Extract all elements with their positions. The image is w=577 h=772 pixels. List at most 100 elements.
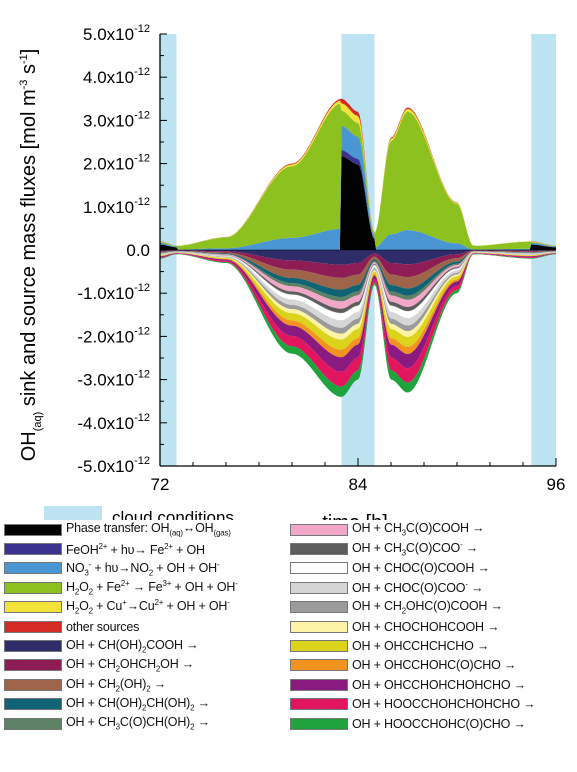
legend-swatch [290, 698, 348, 711]
axes: 5.0x10-12 4.0x10-12 3.0x10-12 2.0x10-12 1.0x… [77, 23, 565, 494]
area-sink-15 [160, 253, 556, 387]
legend-swatch [290, 562, 348, 575]
area-sink-14 [160, 253, 556, 372]
legend-item: OH + OHCCHOHC(O)CHO → [290, 656, 535, 675]
area-sink-1 [160, 250, 556, 265]
species-legend: Phase transfer: OH(aq)↔OH(gas) FeOH2+ + h… [0, 520, 577, 772]
legend-label: OH + CH3C(O)COOH → [352, 521, 485, 538]
stacked-areas [160, 98, 556, 397]
legend-item: OH + CHOC(O)COO- → [290, 578, 535, 597]
legend-swatch [4, 640, 62, 653]
legend-label: OH + CHOC(O)COOH → [352, 561, 490, 576]
legend-column-sources: Phase transfer: OH(aq)↔OH(gas) FeOH2+ + h… [4, 520, 238, 733]
y-tick-label: -5.0x10-12 [77, 455, 150, 476]
y-tick-label: 0.0 [126, 241, 150, 260]
legend-item: OH + CH(OH)2CH(OH)2 → [4, 695, 238, 714]
cloud-legend: cloud conditions [44, 506, 234, 520]
legend-swatch [4, 581, 62, 594]
legend-swatch [290, 601, 348, 614]
legend-swatch [290, 659, 348, 672]
legend-item: OH + CH3C(O)COOH → [290, 520, 535, 539]
legend-item: OH + CHOC(O)COOH → [290, 559, 535, 578]
legend-label: OH + HOOCCHOHC(O)CHO → [352, 716, 526, 731]
area-sink-2 [160, 250, 556, 278]
y-tick-label: 4.0x10-12 [83, 66, 150, 87]
area-source-1 [160, 156, 556, 250]
legend-item: OH + CH2(OH)2 → [4, 675, 238, 694]
y-tick-label: 5.0x10-12 [83, 23, 150, 44]
legend-swatch [290, 581, 348, 594]
legend-label: OH + CH3C(O)CH(OH)2 → [66, 715, 210, 732]
legend-label: OH + OHCCHOHC(O)CHO → [352, 658, 517, 673]
legend-item: OH + OHCCHCHCHO → [290, 636, 535, 655]
legend-item: OH + OHCCHOHCHOHCHO → [290, 675, 535, 694]
legend-swatch [4, 678, 62, 691]
legend-label: H2O2 + Fe2+ → Fe3+ + OH + OH- [66, 579, 238, 597]
legend-item: OH + HOOCCHOHCHOHCHO → [290, 695, 536, 714]
legend-label: OH + CHOCHOHCOOH → [352, 619, 500, 634]
legend-label: OH + HOOCCHOHCHOHCHO → [352, 697, 536, 712]
legend-item: other sources [4, 617, 238, 636]
area-source-4 [160, 103, 556, 250]
y-tick-label: -2.0x10-12 [77, 325, 150, 346]
legend-swatch [290, 717, 348, 730]
legend-swatch [4, 659, 62, 672]
area-sink-4 [160, 251, 556, 297]
y-tick-label: 1.0x10-12 [83, 196, 150, 217]
legend-item: H2O2 + Fe2+ → Fe3+ + OH + OH- [4, 578, 238, 597]
legend-label: Phase transfer: OH(aq)↔OH(gas) [66, 521, 231, 538]
legend-label: OH + OHCCHCHCHO → [352, 639, 490, 654]
legend-swatch [4, 620, 62, 633]
legend-swatch [4, 698, 62, 711]
y-tick-label: -3.0x10-12 [77, 369, 150, 390]
area-sink-5 [160, 251, 556, 302]
legend-item: NO3- + hυ→NO2 + OH + OH- [4, 559, 238, 578]
area-sink-6 [160, 251, 556, 309]
area-sink-3 [160, 250, 556, 290]
legend-label: OH + CH2OHC(O)COOH → [352, 599, 503, 616]
legend-label: OH + CH2OHCH2OH → [66, 657, 195, 674]
legend-swatch [4, 523, 62, 536]
legend-item: OH + CH2OHCH2OH → [4, 656, 238, 675]
legend-swatch [290, 523, 348, 536]
legend-item: OH + HOOCCHOHC(O)CHO → [290, 714, 535, 733]
legend-item: OH + CH3C(O)COO- → [290, 539, 535, 558]
y-axis-title: OH(aq) sink and source mass fluxes [mol … [18, 49, 44, 462]
legend-label: OH + CHOC(O)COO- → [352, 580, 484, 596]
x-axis-title: time [h] [322, 512, 388, 520]
legend-item: OH + CH3C(O)CH(OH)2 → [4, 714, 238, 733]
legend-label: OH + OHCCHOHCHOHCHO → [352, 677, 526, 692]
legend-item: Phase transfer: OH(aq)↔OH(gas) [4, 520, 238, 539]
legend-swatch [4, 717, 62, 730]
legend-label: FeOH2+ + hυ→ Fe2+ + OH [66, 541, 205, 557]
legend-label: H2O2 + Cu+→Cu2+ + OH + OH- [66, 598, 230, 617]
legend-label: NO3- + hυ→NO2 + OH + OH- [66, 559, 220, 578]
legend-item: OH + CHOCHOHCOOH → [290, 617, 535, 636]
legend-swatch [4, 562, 62, 575]
legend-swatch [4, 543, 62, 556]
x-tick-label: 72 [151, 475, 170, 494]
legend-item: FeOH2+ + hυ→ Fe2+ + OH [4, 539, 238, 558]
legend-item: OH + CH2OHC(O)COOH → [290, 598, 535, 617]
cloud-legend-label: cloud conditions [112, 508, 234, 520]
legend-label: OH + CH(OH)2COOH → [66, 637, 199, 655]
area-source-3 [160, 126, 556, 250]
cloud-legend-swatch [44, 506, 102, 520]
legend-swatch [290, 640, 348, 653]
legend-swatch [290, 620, 348, 633]
legend-label: OH + CH3C(O)COO- → [352, 540, 479, 558]
flux-chart: 5.0x10-12 4.0x10-12 3.0x10-12 2.0x10-12 1.0x… [18, 23, 565, 520]
legend-item: OH + CH(OH)2COOH → [4, 636, 238, 655]
y-tick-label: 2.0x10-12 [83, 153, 150, 174]
legend-swatch [290, 543, 348, 556]
y-tick-label: -4.0x10-12 [77, 412, 150, 433]
legend-column-sinks: OH + CH3C(O)COOH → OH + CH3C(O)COO- → OH +… [290, 520, 536, 733]
x-tick-label: 84 [349, 475, 368, 494]
area-sink-12 [160, 252, 556, 350]
area-sink-9 [160, 252, 556, 328]
legend-label: OH + CH(OH)2CH(OH)2 → [66, 695, 210, 713]
legend-swatch [290, 678, 348, 691]
y-tick-label: 3.0x10-12 [83, 109, 150, 130]
legend-swatch [4, 601, 62, 614]
x-tick-label: 96 [547, 475, 566, 494]
